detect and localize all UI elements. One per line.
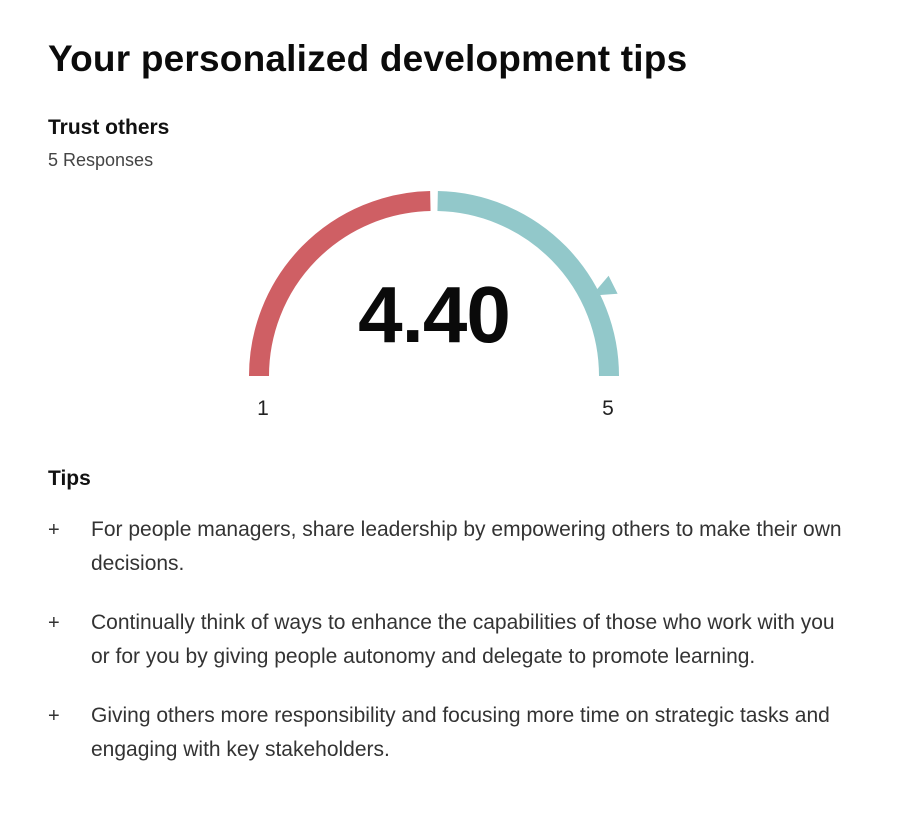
metric-title: Trust others	[48, 116, 170, 139]
score-value: 4.40	[358, 270, 511, 359]
tip-item: + Continually think of ways to enhance t…	[48, 606, 848, 674]
gauge-graphic	[249, 191, 619, 377]
plus-icon: +	[48, 612, 60, 634]
response-count: 5 Responses	[48, 150, 154, 170]
gauge-high-segment	[437, 191, 619, 377]
tips-heading: Tips	[48, 467, 91, 490]
scale-max-label: 5	[602, 397, 614, 420]
page-title: Your personalized development tips	[48, 38, 688, 79]
tip-item: + For people managers, share leadership …	[48, 513, 848, 581]
score-gauge: 4.40 1 5	[48, 0, 868, 440]
tip-text: For people managers, share leadership by…	[91, 518, 842, 575]
gauge-low-segment	[249, 191, 431, 377]
tip-item: + Giving others more responsibility and …	[48, 699, 848, 767]
tip-text: Continually think of ways to enhance the…	[91, 611, 835, 668]
tips-list: + For people managers, share leadership …	[48, 513, 848, 792]
score-marker-icon	[591, 275, 618, 296]
tip-text: Giving others more responsibility and fo…	[91, 704, 830, 761]
plus-icon: +	[48, 705, 60, 727]
scale-min-label: 1	[257, 397, 269, 420]
plus-icon: +	[48, 519, 60, 541]
